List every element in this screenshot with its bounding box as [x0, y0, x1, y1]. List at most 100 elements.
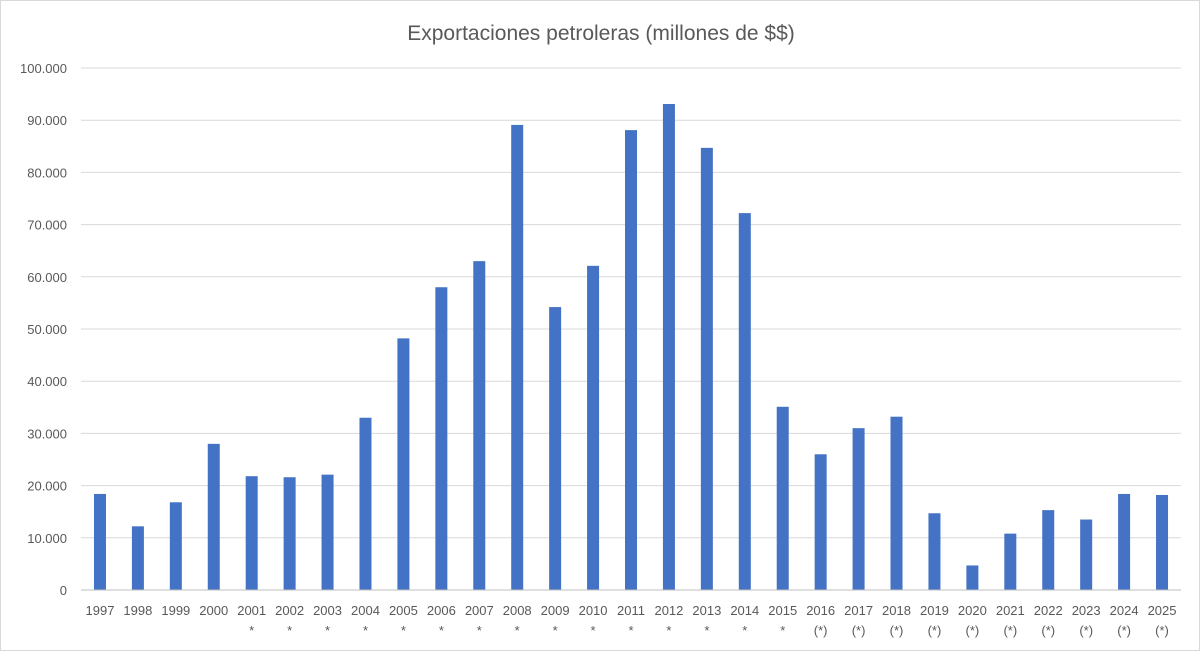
bar-1999 — [169, 502, 182, 590]
y-tick-label: 10.000 — [27, 531, 67, 546]
bar-2015 — [776, 406, 789, 590]
chart-title: Exportaciones petroleras (millones de $$… — [407, 22, 795, 45]
y-tick-label: 40.000 — [27, 374, 67, 389]
x-tick-label: 1997 — [86, 603, 115, 618]
x-tick-label: 2009 — [541, 603, 570, 618]
x-tick-label: 1998 — [123, 603, 152, 618]
bar-2004 — [359, 417, 372, 590]
bar-2016 — [814, 454, 827, 590]
x-tick-mark: * — [742, 623, 747, 638]
bar-2018 — [890, 416, 903, 590]
x-tick-mark: * — [477, 623, 482, 638]
y-tick-label: 20.000 — [27, 479, 67, 494]
x-tick-label: 2007 — [465, 603, 494, 618]
x-tick-mark: (*) — [852, 623, 866, 638]
bar-2000 — [207, 443, 220, 590]
y-tick-label: 60.000 — [27, 270, 67, 285]
x-tick-label: 2010 — [579, 603, 608, 618]
bar-2012 — [662, 104, 675, 590]
x-tick-label: 2014 — [730, 603, 759, 618]
x-tick-mark: (*) — [1041, 623, 1055, 638]
y-axis-ticks: 0 10.000 20.000 30.000 40.000 50.000 60.000 70.… — [20, 61, 67, 598]
x-tick-label: 2018 — [882, 603, 911, 618]
x-tick-mark: * — [591, 623, 596, 638]
bar-2006 — [435, 287, 448, 590]
x-tick-label: 2013 — [692, 603, 721, 618]
x-tick-label: 2016 — [806, 603, 835, 618]
bar-2011 — [625, 130, 637, 591]
bar-2002 — [283, 477, 296, 590]
bar-1998 — [131, 526, 144, 590]
x-tick-label: 2022 — [1034, 603, 1063, 618]
bar-2007 — [473, 261, 486, 590]
bar-2021 — [1004, 533, 1017, 590]
x-tick-mark: * — [325, 623, 330, 638]
bar-2013 — [700, 147, 713, 590]
x-tick-label: 2006 — [427, 603, 456, 618]
x-tick-label: 2012 — [654, 603, 683, 618]
bar-1997 — [93, 493, 106, 590]
x-tick-mark: * — [780, 623, 785, 638]
x-tick-label: 2025 — [1148, 603, 1177, 618]
x-tick-mark: * — [515, 623, 520, 638]
x-tick-label: 2000 — [199, 603, 228, 618]
x-tick-label: 2023 — [1072, 603, 1101, 618]
x-tick-label: 2002 — [275, 603, 304, 618]
y-tick-label: 30.000 — [27, 426, 67, 441]
x-tick-mark: (*) — [814, 623, 828, 638]
y-tick-label: 0 — [60, 583, 67, 598]
bar-2008 — [511, 124, 524, 590]
x-tick-label: 2008 — [503, 603, 532, 618]
bar-2023 — [1080, 519, 1093, 590]
bar-2009 — [549, 307, 562, 590]
x-tick-label: 2001 — [237, 603, 266, 618]
bars — [93, 104, 1169, 591]
bar-2020 — [966, 565, 979, 590]
bar-2017 — [852, 428, 865, 590]
bar-2022 — [1042, 510, 1055, 590]
x-axis-ticks: 1997 1998 1999 2000 2001 * 2002 * 2003 * 2004 * 2005… — [86, 603, 1177, 638]
x-tick-mark: (*) — [1155, 623, 1169, 638]
x-tick-label: 2011 — [617, 603, 645, 618]
bar-2003 — [321, 474, 334, 590]
x-tick-mark: * — [249, 623, 254, 638]
bar-2025 — [1156, 494, 1169, 590]
bar-2010 — [587, 265, 600, 590]
x-tick-mark: (*) — [890, 623, 904, 638]
x-tick-mark: (*) — [966, 623, 980, 638]
bar-2001 — [245, 476, 258, 590]
x-tick-label: 2017 — [844, 603, 873, 618]
y-tick-label: 100.000 — [20, 61, 67, 76]
x-tick-mark: (*) — [1079, 623, 1093, 638]
x-tick-label: 2003 — [313, 603, 342, 618]
y-tick-label: 80.000 — [27, 165, 67, 180]
x-tick-label: 2019 — [920, 603, 949, 618]
bar-2005 — [397, 338, 410, 590]
y-tick-label: 70.000 — [27, 218, 67, 233]
bar-2014 — [738, 213, 751, 590]
x-tick-mark: (*) — [1117, 623, 1131, 638]
x-tick-mark: * — [363, 623, 368, 638]
x-tick-mark: * — [401, 623, 406, 638]
y-tick-label: 90.000 — [27, 113, 67, 128]
x-tick-label: 2005 — [389, 603, 418, 618]
x-tick-mark: * — [553, 623, 558, 638]
x-tick-label: 2004 — [351, 603, 380, 618]
x-tick-mark: * — [704, 623, 709, 638]
y-tick-label: 50.000 — [27, 322, 67, 337]
x-tick-mark: * — [439, 623, 444, 638]
x-tick-mark: * — [628, 623, 633, 638]
x-tick-mark: * — [287, 623, 292, 638]
x-tick-label: 2021 — [996, 603, 1025, 618]
x-tick-label: 2020 — [958, 603, 987, 618]
x-tick-mark: (*) — [1003, 623, 1017, 638]
x-tick-label: 1999 — [161, 603, 190, 618]
x-tick-label: 2024 — [1110, 603, 1139, 618]
x-tick-mark: * — [666, 623, 671, 638]
x-tick-label: 2015 — [768, 603, 797, 618]
bar-2024 — [1118, 493, 1131, 590]
bar-2019 — [928, 513, 941, 590]
x-tick-mark: (*) — [928, 623, 942, 638]
